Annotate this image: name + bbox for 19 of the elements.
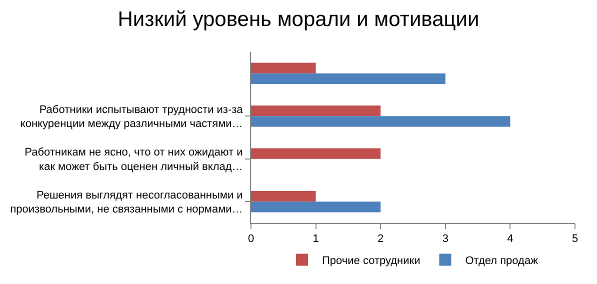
bar <box>251 202 381 212</box>
chart-title: Низкий уровень морали и мотивации <box>118 8 480 32</box>
bar <box>251 116 510 127</box>
y-tick-label: Работникам не ясно, что от них ожидают и как может быть оценен личный вклад… <box>24 146 243 173</box>
bar <box>251 73 446 84</box>
x-tick-label: 4 <box>507 233 514 246</box>
bar <box>251 62 316 74</box>
x-tick-label: 3 <box>442 233 448 246</box>
x-tick-label: 5 <box>572 233 578 246</box>
y-tick-label: Решения выглядят несогласованными и произвольными, не связанными с нормами… <box>10 189 243 216</box>
x-tick-label: 0 <box>248 233 254 246</box>
y-tick-label: Работники испытывают трудности из-за конкуренции между различными частями… <box>20 104 244 130</box>
bar <box>251 105 381 116</box>
x-tick-label: 1 <box>312 233 319 246</box>
legend-label: Отдел продаж <box>465 255 539 268</box>
bar <box>251 148 381 159</box>
legend-label: Прочие сотрудники <box>322 255 420 268</box>
bar <box>251 190 316 202</box>
x-tick-label: 2 <box>378 233 384 246</box>
